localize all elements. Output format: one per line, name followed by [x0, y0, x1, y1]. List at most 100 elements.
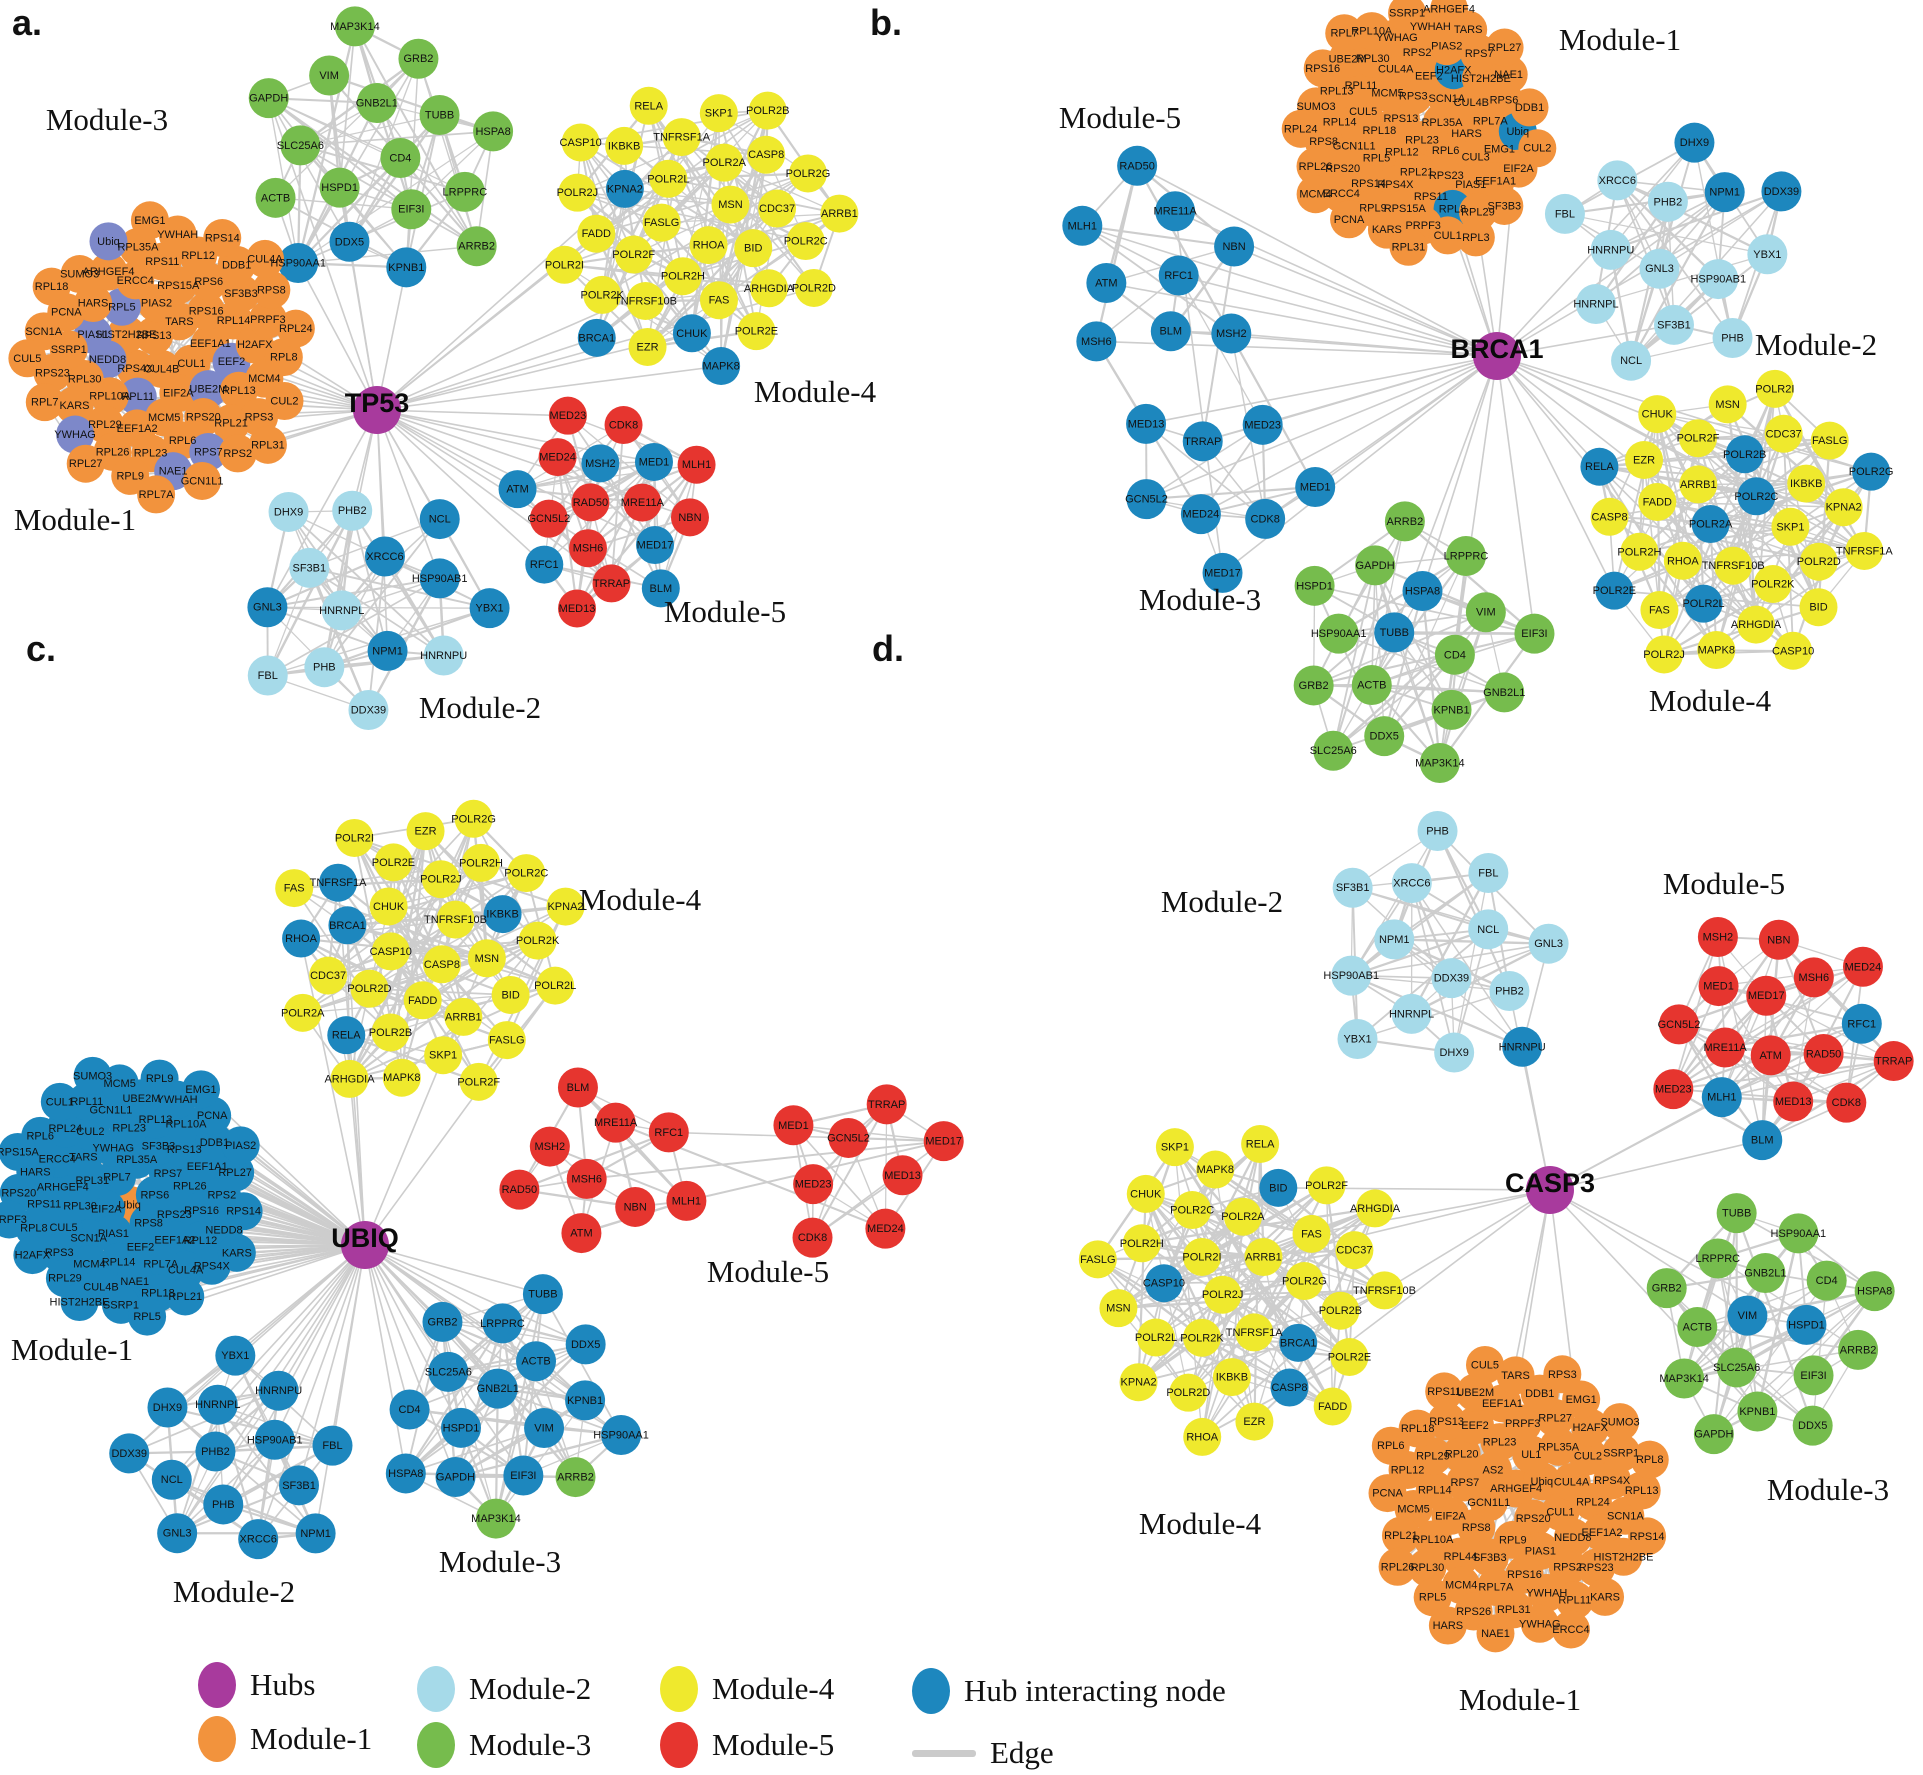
node-SLC25A6	[1313, 730, 1354, 771]
hub-edge	[222, 1244, 366, 1505]
node-label: TUBB	[425, 110, 454, 122]
node-PHB	[1712, 318, 1753, 359]
node-label: HSPD1	[443, 1422, 480, 1434]
node-KPNB1	[1431, 689, 1472, 730]
module-label-module-3: Module-3	[46, 102, 168, 137]
node-label: RPS15A	[1384, 203, 1427, 215]
node-label: RPL14	[102, 1256, 136, 1268]
node-label: RPL31	[251, 439, 285, 451]
hub-node-CASP3	[1526, 1166, 1574, 1214]
node-label: POLR2D	[1166, 1387, 1210, 1399]
node-BID	[491, 975, 530, 1014]
node-MED23	[1653, 1069, 1694, 1110]
node-MLH1	[1062, 205, 1103, 246]
node-label: KPNB1	[1434, 704, 1470, 716]
node-KARS	[55, 386, 94, 425]
node-label: ARHGEF4	[1490, 1483, 1542, 1495]
node-label: RPS8	[134, 1218, 163, 1230]
edge	[1313, 585, 1386, 737]
hub-edge	[1549, 1096, 1723, 1191]
node-label: H2AFX	[1572, 1422, 1608, 1434]
node-label: RPS23	[157, 1209, 192, 1221]
edge	[812, 1140, 945, 1239]
node-label: MCM4	[1299, 189, 1331, 201]
node-label: RELA	[1585, 461, 1614, 473]
node-KPNA2	[605, 169, 644, 208]
edge	[505, 906, 567, 1041]
node-label: POLR2L	[534, 980, 576, 992]
node-label: RPL7A	[1478, 1582, 1514, 1594]
node-POLR2K	[1182, 1318, 1221, 1357]
node-label: RPS14	[205, 233, 240, 245]
node-PCNA	[1330, 200, 1369, 239]
node-ARRB2	[1384, 501, 1425, 542]
node-label: FADD	[408, 995, 437, 1007]
node-label: HARS	[78, 298, 109, 310]
node-label: PCNA	[51, 307, 82, 319]
node-POLR2E	[374, 843, 413, 882]
node-ARRB1	[444, 997, 483, 1036]
node-label: ACTB	[521, 1356, 550, 1368]
node-label: HSP90AB1	[1690, 274, 1746, 286]
node-RPL9	[140, 1059, 179, 1098]
node-label: DDX39	[351, 705, 386, 717]
node-label: NAE1	[159, 466, 188, 478]
node-label: CDC37	[759, 203, 795, 215]
node-label: RPL18	[35, 281, 69, 293]
node-BLM	[1742, 1120, 1783, 1161]
node-label: POLR2L	[647, 173, 689, 185]
edge	[1201, 1294, 1224, 1437]
node-label: MSH6	[573, 543, 604, 555]
node-GRB2	[422, 1301, 463, 1342]
node-label: RPL12	[184, 1235, 218, 1247]
node-KPNA2	[546, 887, 585, 926]
hub-edge	[240, 1144, 366, 1246]
node-label: RPL10A	[89, 391, 131, 403]
node-POLR2E	[1330, 1338, 1369, 1376]
edge	[1812, 1280, 1828, 1426]
node-RPL26	[1296, 147, 1335, 186]
node-label: BID	[501, 989, 519, 1001]
node-ACTB	[516, 1341, 557, 1382]
node-label: AS2	[1483, 1464, 1504, 1476]
edge	[1410, 872, 1490, 1015]
node-label: RPL5	[1419, 1592, 1447, 1604]
edge	[351, 510, 445, 657]
edge	[792, 1124, 886, 1230]
node-label: RPL6	[26, 1130, 54, 1142]
node-TRRAP	[592, 564, 631, 603]
node-POLR2A	[283, 993, 322, 1032]
node-label: YWHAH	[157, 1094, 198, 1106]
node-label: EIF3I	[510, 1470, 536, 1482]
node-GNB2L1	[1745, 1252, 1786, 1293]
node-label: MSH2	[535, 1141, 566, 1153]
hub-edge	[1549, 1189, 1748, 1317]
node-RPS3	[1543, 1355, 1582, 1394]
node-label: HNRNPU	[255, 1385, 302, 1397]
node-label: HSP90AB1	[412, 573, 468, 585]
node-label: RPL20	[1445, 1448, 1479, 1460]
node-GNB2L1	[477, 1368, 518, 1409]
node-label: POLR2H	[661, 271, 705, 283]
node-MSH6	[1793, 957, 1834, 998]
node-label: MED13	[1775, 1096, 1812, 1108]
node-label: SUMO3	[1600, 1417, 1639, 1429]
node-FBL	[247, 655, 288, 696]
node-ACTB	[1351, 664, 1392, 705]
node-label: RPS11	[27, 1199, 61, 1211]
node-RPL27	[1485, 28, 1524, 67]
node-label: SF3B3	[1473, 1552, 1507, 1564]
node-label: MED17	[1748, 990, 1785, 1002]
node-PHB	[203, 1484, 244, 1525]
edge	[268, 97, 351, 243]
node-label: RPL13	[1625, 1485, 1659, 1497]
node-RPL24	[1281, 109, 1320, 148]
node-SKP1	[699, 94, 738, 133]
node-label: POLR2A	[703, 157, 747, 169]
node-label: POLR2F	[457, 1076, 500, 1088]
node-label: RPS15A	[157, 280, 200, 292]
node-label: POLR2E	[372, 857, 415, 869]
node-label: MED13	[559, 603, 596, 615]
node-FADD	[1313, 1387, 1352, 1426]
node-EIF3I	[1514, 613, 1555, 654]
